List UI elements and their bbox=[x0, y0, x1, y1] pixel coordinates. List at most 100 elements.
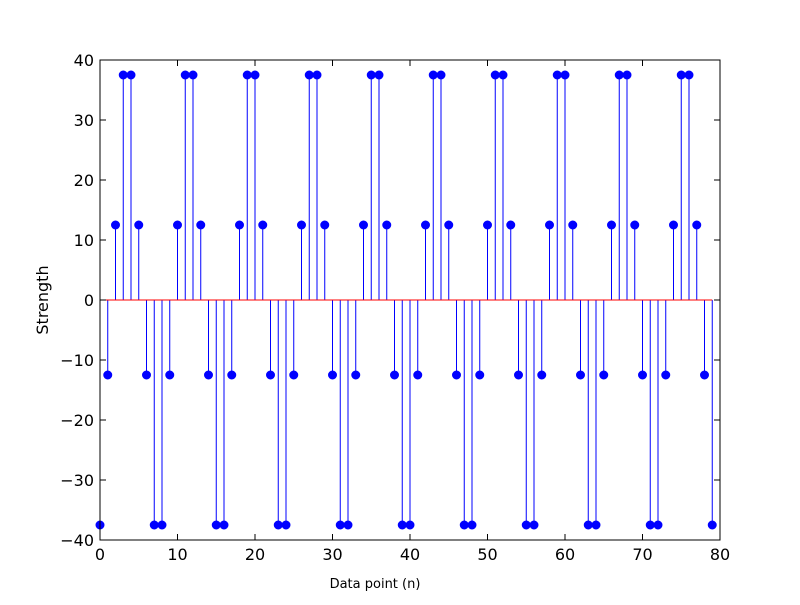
stem-marker bbox=[196, 220, 206, 230]
y-tick-label: −20 bbox=[60, 411, 94, 430]
stem-marker bbox=[459, 520, 469, 530]
stem-marker bbox=[576, 370, 585, 380]
stem-marker bbox=[328, 370, 337, 380]
stem-marker bbox=[211, 520, 221, 530]
stem-marker bbox=[289, 370, 299, 380]
stem-marker bbox=[607, 220, 616, 230]
stem-marker bbox=[529, 520, 539, 530]
stem-marker bbox=[614, 70, 624, 80]
stem-marker bbox=[692, 220, 702, 230]
stem-marker bbox=[273, 520, 283, 530]
stem-marker bbox=[227, 370, 237, 380]
stem-marker bbox=[428, 70, 438, 80]
stem-marker bbox=[343, 520, 353, 530]
stem-marker bbox=[413, 370, 423, 380]
stem-marker bbox=[382, 220, 392, 230]
stem-marker bbox=[111, 220, 120, 230]
stem-marker bbox=[421, 220, 430, 230]
stem-marker bbox=[467, 520, 477, 530]
stem-marker bbox=[157, 520, 167, 530]
stem-marker bbox=[335, 520, 345, 530]
x-tick-label: 20 bbox=[245, 545, 265, 564]
stem-marker bbox=[676, 70, 686, 80]
x-tick-label: 80 bbox=[710, 545, 730, 564]
stem-marker bbox=[103, 370, 113, 380]
y-tick-label: −10 bbox=[60, 351, 94, 370]
stem-marker bbox=[700, 370, 709, 380]
stem-marker bbox=[258, 220, 268, 230]
stem-marker bbox=[645, 520, 655, 530]
stem-lines-group bbox=[99, 75, 713, 525]
x-tick-label: 30 bbox=[322, 545, 342, 564]
x-tick-label: 40 bbox=[400, 545, 420, 564]
stem-marker bbox=[320, 220, 330, 230]
stem-marker bbox=[242, 70, 252, 80]
stem-marker bbox=[118, 70, 128, 80]
stem-marker bbox=[583, 520, 593, 530]
stem-marker bbox=[250, 70, 260, 80]
y-tick-label: −40 bbox=[60, 531, 94, 550]
ticks-group: 0 10 20 30 40 50 60 70 80 −40 −30 −20 −10 0 10 20 30 40 bbox=[60, 51, 730, 564]
stem-marker bbox=[173, 220, 182, 230]
stem-marker bbox=[351, 370, 361, 380]
stem-marker bbox=[498, 70, 508, 80]
stem-marker bbox=[568, 220, 578, 230]
stem-marker bbox=[374, 70, 384, 80]
stem-marker bbox=[653, 520, 663, 530]
y-tick-label: −30 bbox=[60, 471, 94, 490]
x-axis-label: Data point (n) bbox=[330, 577, 421, 592]
stem-marker bbox=[397, 520, 407, 530]
stem-marker bbox=[707, 520, 717, 530]
y-tick-label: 0 bbox=[84, 291, 94, 310]
stem-marker bbox=[630, 220, 640, 230]
stem-marker bbox=[436, 70, 446, 80]
stem-marker bbox=[312, 70, 322, 80]
stem-marker bbox=[560, 70, 570, 80]
markers-group bbox=[95, 70, 717, 530]
stem-marker bbox=[669, 220, 678, 230]
plot-frame bbox=[99, 59, 721, 541]
stem-marker bbox=[359, 220, 368, 230]
stem-marker bbox=[490, 70, 500, 80]
x-tick-label: 60 bbox=[555, 545, 575, 564]
stem-marker bbox=[366, 70, 376, 80]
stem-marker bbox=[219, 520, 229, 530]
stem-marker bbox=[134, 220, 144, 230]
x-tick-label: 10 bbox=[167, 545, 187, 564]
stem-marker bbox=[390, 370, 399, 380]
stem-marker bbox=[638, 370, 647, 380]
stem-marker bbox=[475, 370, 485, 380]
stem-marker bbox=[622, 70, 632, 80]
stem-marker bbox=[514, 370, 523, 380]
stem-marker bbox=[126, 70, 136, 80]
y-tick-label: 30 bbox=[74, 111, 94, 130]
stem-marker bbox=[506, 220, 516, 230]
stem-marker bbox=[304, 70, 314, 80]
stem-marker bbox=[235, 220, 244, 230]
y-axis-label: Strength bbox=[33, 265, 52, 334]
stem-marker bbox=[204, 370, 213, 380]
stem-marker bbox=[521, 520, 531, 530]
y-tick-label: 40 bbox=[74, 51, 94, 70]
stem-marker bbox=[537, 370, 547, 380]
x-tick-label: 70 bbox=[632, 545, 652, 564]
stem-marker bbox=[483, 220, 492, 230]
stem-marker bbox=[591, 520, 601, 530]
stem-marker bbox=[452, 370, 461, 380]
stem-marker bbox=[188, 70, 198, 80]
stem-marker bbox=[684, 70, 694, 80]
stem-marker bbox=[545, 220, 554, 230]
y-tick-label: 10 bbox=[74, 231, 94, 250]
x-tick-label: 50 bbox=[477, 545, 497, 564]
stem-marker bbox=[142, 370, 151, 380]
stem-marker bbox=[405, 520, 415, 530]
y-tick-label: 20 bbox=[74, 171, 94, 190]
stem-marker bbox=[149, 520, 159, 530]
stem-marker bbox=[180, 70, 190, 80]
stem-marker bbox=[661, 370, 671, 380]
stem-marker bbox=[266, 370, 275, 380]
stem-marker bbox=[552, 70, 562, 80]
x-tick-label: 0 bbox=[95, 545, 105, 564]
